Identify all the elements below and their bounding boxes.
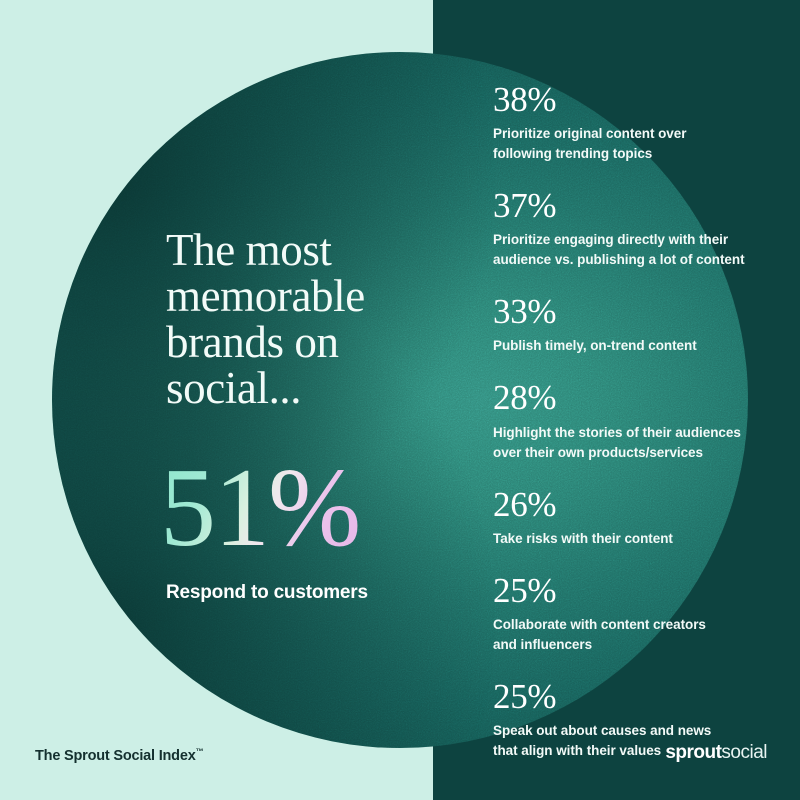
logo-word-social: social: [721, 742, 767, 763]
stat-description: Collaborate with content creators and in…: [493, 615, 783, 655]
stat-description-line: Take risks with their content: [493, 530, 673, 546]
sprout-social-logo: sproutsocial: [665, 742, 767, 764]
hero-big-stat-label: Respond to customers: [166, 581, 368, 603]
headline-line-2: memorable: [166, 270, 365, 321]
report-title: The Sprout Social Index™: [35, 747, 204, 764]
stat-description-line: Collaborate with content creators: [493, 616, 706, 632]
stat-description: Speak out about causes and news that ali…: [493, 721, 783, 761]
stat-item: 28% Highlight the stories of their audie…: [493, 378, 783, 462]
stat-description-line: audience vs. publishing a lot of content: [493, 252, 745, 268]
stat-description-line: over their own products/services: [493, 444, 703, 460]
stat-item: 37% Prioritize engaging directly with th…: [493, 186, 783, 270]
stat-item: 25% Collaborate with content creators an…: [493, 571, 783, 655]
stat-description: Prioritize original content over followi…: [493, 124, 783, 164]
stat-description-line: that align with their values: [493, 742, 662, 758]
stat-item: 26% Take risks with their content: [493, 485, 783, 549]
stat-percent: 28%: [493, 378, 557, 418]
stat-item: 38% Prioritize original content over fol…: [493, 80, 783, 164]
headline-line-1: The most: [166, 225, 332, 275]
headline-line-3: brands on: [166, 316, 339, 367]
stat-description-line: and influencers: [493, 636, 593, 652]
stat-description: Take risks with their content: [493, 529, 783, 549]
stat-description-line: following trending topics: [493, 146, 653, 162]
logo-word-sprout: sprout: [665, 742, 722, 763]
stat-description-line: Speak out about causes and news: [493, 723, 712, 738]
stat-item: 33% Publish timely, on-trend content: [493, 292, 783, 356]
stat-percent: 38%: [493, 80, 557, 119]
stat-description-line: Publish timely, on-trend content: [493, 338, 697, 354]
stat-percent: 33%: [493, 292, 557, 332]
stat-description-line: Prioritize engaging directly with their: [493, 232, 729, 248]
stat-description: Highlight the stories of their audiences…: [493, 423, 783, 463]
stat-description-line: Highlight the stories of their audiences: [493, 424, 741, 440]
stat-percent: 25%: [493, 570, 557, 610]
stat-percent: 37%: [493, 186, 557, 226]
stat-item: 25% Speak out about causes and news that…: [493, 677, 783, 761]
hero-copy-block: The most memorable brands on social... 5…: [160, 225, 426, 604]
trademark-symbol: ™: [195, 747, 204, 757]
report-title-text: The Sprout Social Index: [35, 748, 196, 764]
stat-percent: 25%: [493, 676, 557, 716]
headline-line-4: social...: [166, 362, 302, 413]
stat-description-line: Prioritize original content over: [493, 126, 687, 142]
stat-list: 38% Prioritize original content over fol…: [493, 80, 783, 761]
hero-big-stat-value: 51%: [160, 445, 361, 570]
stat-percent: 26%: [493, 484, 557, 524]
stat-description: Prioritize engaging directly with their …: [493, 230, 783, 270]
hero-headline: The most memorable brands on social...: [166, 225, 426, 413]
stat-description: Publish timely, on-trend content: [493, 336, 783, 356]
